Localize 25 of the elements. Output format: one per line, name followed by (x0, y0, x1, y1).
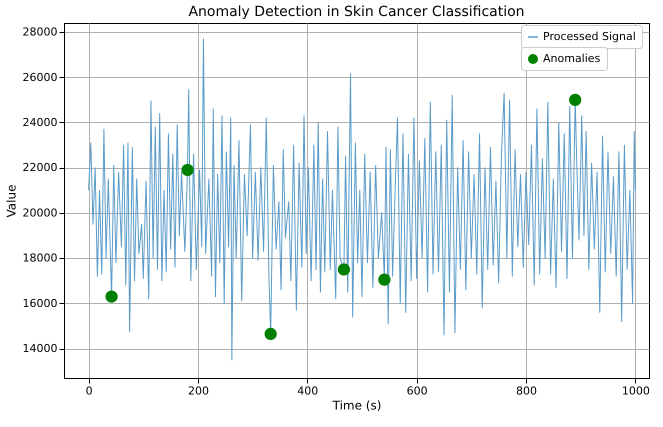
y-tick-label: 14000 (22, 342, 58, 356)
x-tick-label: 800 (516, 384, 537, 398)
x-tick-label: 200 (188, 384, 209, 398)
point (264, 328, 277, 340)
legend-label: Processed Signal (543, 30, 636, 43)
y-tick-label: 18000 (22, 252, 58, 265)
legend-label: Anomalies (543, 52, 601, 65)
y-tick-label: 28000 (22, 26, 58, 39)
x-tick-label: 0 (86, 384, 93, 398)
chart-title: Anomaly Detection in Skin Cancer Classification (188, 4, 525, 20)
x-tick-label: 1000 (622, 384, 650, 398)
x-tick-label: 600 (406, 384, 428, 398)
y-tick-label: 16000 (22, 296, 58, 310)
point (105, 290, 118, 303)
y-axis-title: Value (4, 184, 19, 218)
point (378, 274, 391, 286)
x-axis-title: Time (s) (332, 398, 382, 412)
point (181, 164, 194, 176)
x-tick-label: 400 (297, 384, 318, 398)
y-tick-label: 26000 (22, 70, 58, 84)
y-tick-label: 20000 (22, 206, 58, 220)
point (338, 263, 350, 276)
y-tick-label: 22000 (22, 161, 58, 174)
point (569, 94, 582, 106)
y-tick-label: 24000 (22, 116, 58, 129)
